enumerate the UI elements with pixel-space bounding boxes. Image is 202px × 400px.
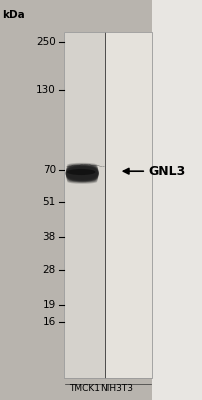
Bar xyxy=(104,32,152,378)
Text: NIH3T3: NIH3T3 xyxy=(100,384,133,393)
Ellipse shape xyxy=(67,180,97,184)
Ellipse shape xyxy=(66,164,97,170)
Text: TMCK1: TMCK1 xyxy=(68,384,99,393)
Ellipse shape xyxy=(65,168,99,179)
Text: 130: 130 xyxy=(36,85,56,95)
Ellipse shape xyxy=(66,173,98,181)
Text: 16: 16 xyxy=(42,317,56,327)
Ellipse shape xyxy=(65,167,98,178)
Text: 70: 70 xyxy=(42,165,56,175)
Text: 38: 38 xyxy=(42,232,56,242)
Text: 51: 51 xyxy=(42,197,56,207)
Ellipse shape xyxy=(66,166,98,176)
Ellipse shape xyxy=(65,169,98,180)
Ellipse shape xyxy=(66,171,98,181)
Text: 250: 250 xyxy=(36,37,56,47)
Ellipse shape xyxy=(66,176,97,182)
Text: 19: 19 xyxy=(42,300,56,310)
Ellipse shape xyxy=(67,163,97,167)
Bar xyxy=(64,32,104,378)
Text: 28: 28 xyxy=(42,265,56,275)
Ellipse shape xyxy=(67,169,95,175)
Text: GNL3: GNL3 xyxy=(147,165,184,178)
Ellipse shape xyxy=(67,164,97,168)
Ellipse shape xyxy=(66,165,98,172)
Bar xyxy=(64,32,152,378)
Bar xyxy=(152,0,202,400)
Text: kDa: kDa xyxy=(2,10,25,20)
Ellipse shape xyxy=(66,174,98,182)
Ellipse shape xyxy=(66,166,98,174)
Ellipse shape xyxy=(67,178,97,183)
